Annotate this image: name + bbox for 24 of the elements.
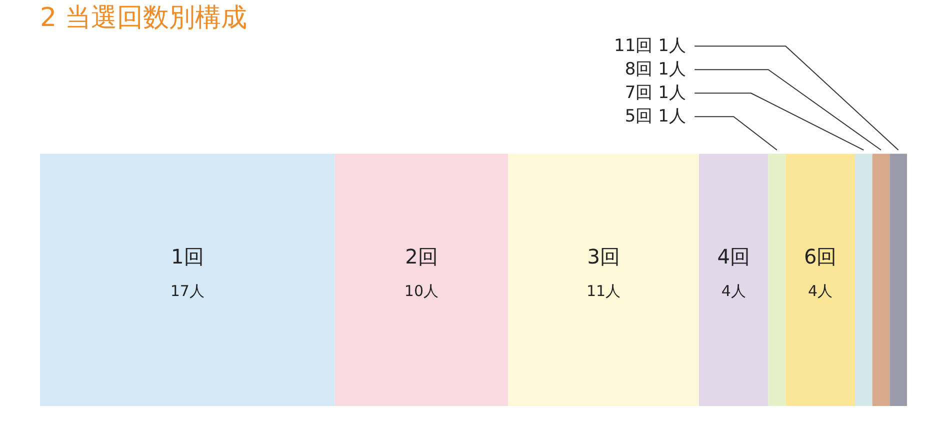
data-label: 4人 <box>721 282 746 300</box>
text: 8回 1人 <box>624 60 686 80</box>
bar <box>768 154 786 406</box>
bar <box>40 154 335 406</box>
series-label: 1回 <box>171 244 204 269</box>
bar <box>698 154 768 406</box>
bar <box>890 154 907 406</box>
series-label: 2回 <box>405 244 438 269</box>
series-label: 3回 <box>587 244 620 269</box>
bar <box>334 154 508 406</box>
series-label: 4回 <box>717 244 750 269</box>
text: 5回 1人 <box>624 106 686 127</box>
data-label: 10人 <box>404 282 439 300</box>
text: 7回 1人 <box>624 83 686 104</box>
data-label: 4人 <box>808 282 833 300</box>
bar <box>854 154 872 406</box>
data-label: 11人 <box>586 282 621 300</box>
chart-title: 2 当選回数別構成 <box>40 3 247 33</box>
bar <box>508 154 699 406</box>
bar <box>786 154 855 406</box>
series-label: 6回 <box>804 244 837 269</box>
text: 11回 1人 <box>614 36 686 56</box>
data-label: 17人 <box>170 282 204 300</box>
bar <box>872 154 890 406</box>
